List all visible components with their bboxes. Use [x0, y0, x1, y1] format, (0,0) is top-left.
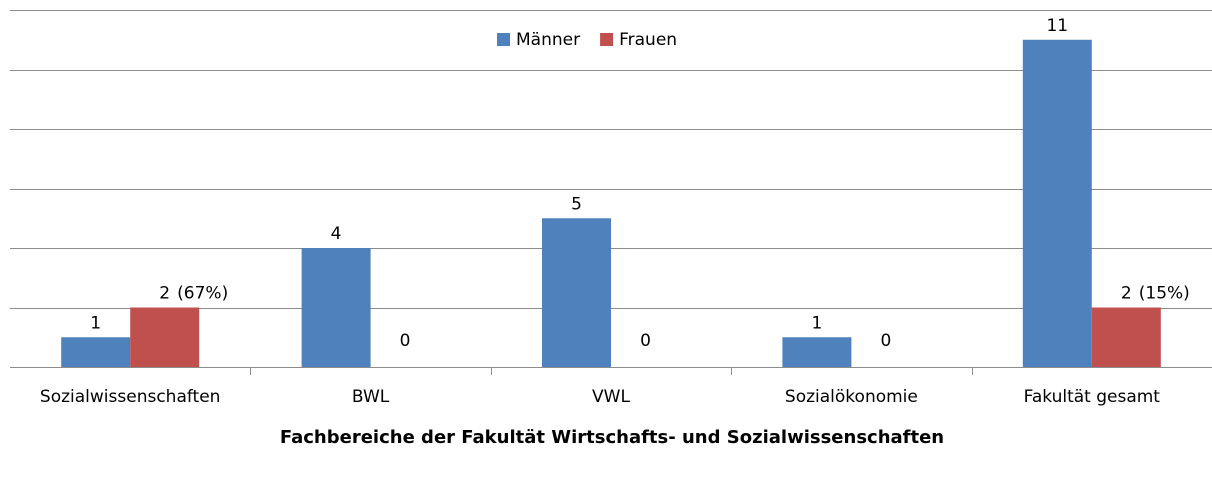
data-label: 2: [159, 284, 170, 304]
bar: [301, 248, 371, 367]
bar: [1022, 39, 1092, 367]
x-tick-label: Fakultät gesamt: [1024, 387, 1161, 407]
annotation: (15%): [1139, 284, 1190, 304]
legend-swatch: [600, 33, 614, 46]
bar: [61, 337, 131, 367]
bar: [542, 218, 611, 367]
x-axis-title: Fachbereiche der Fakultät Wirtschafts- u…: [280, 427, 944, 448]
data-label: 0: [640, 331, 651, 351]
x-tick-label: Sozialökonomie: [785, 387, 918, 407]
annotation: (67%): [177, 284, 228, 304]
data-label: 4: [331, 224, 342, 244]
legend-label: Frauen: [619, 30, 677, 50]
data-label: 1: [90, 313, 101, 333]
data-label: 11: [1046, 16, 1068, 36]
bar: [130, 307, 200, 367]
legend-swatch: [497, 33, 510, 46]
bar: [1091, 307, 1161, 367]
data-label: 1: [811, 313, 822, 333]
data-label: 5: [571, 194, 582, 214]
x-tick-label: BWL: [352, 387, 390, 407]
bar: [782, 337, 852, 367]
legend-label: Männer: [516, 30, 580, 50]
x-tick-label: VWL: [592, 387, 630, 407]
x-tick-label: Sozialwissenschaften: [40, 387, 221, 407]
data-label: 0: [880, 331, 891, 351]
data-label: 2: [1121, 284, 1132, 304]
data-label: 0: [400, 331, 411, 351]
